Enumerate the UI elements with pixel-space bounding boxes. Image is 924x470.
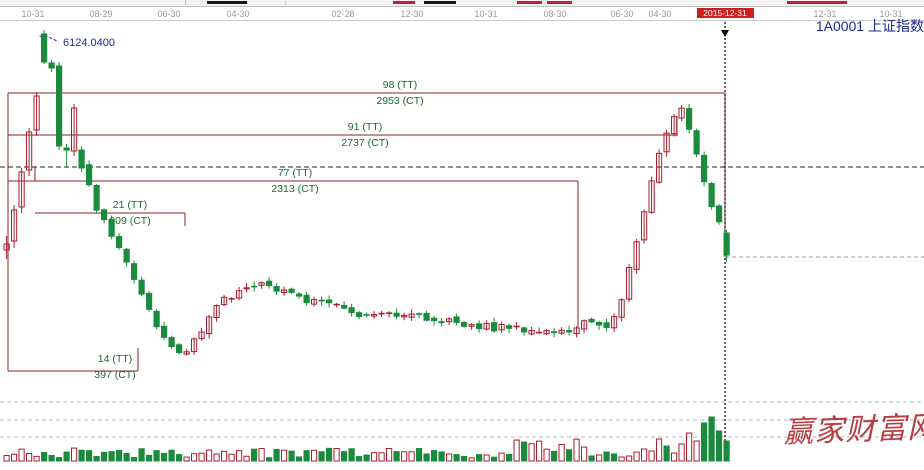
svg-text:91 (TT): 91 (TT) <box>348 121 382 133</box>
svg-text:2015-12-31: 2015-12-31 <box>703 8 747 18</box>
svg-text:1A0001 上证指数: 1A0001 上证指数 <box>816 18 924 34</box>
svg-text:10-31: 10-31 <box>474 9 497 19</box>
svg-text:14 (TT): 14 (TT) <box>98 353 132 365</box>
svg-text:2313 (CT): 2313 (CT) <box>271 183 318 195</box>
svg-text:397 (CT): 397 (CT) <box>94 369 135 381</box>
svg-text:12-30: 12-30 <box>400 9 423 19</box>
svg-text:2953 (CT): 2953 (CT) <box>376 95 423 107</box>
svg-text:21 (TT): 21 (TT) <box>113 199 147 211</box>
svg-text:08-29: 08-29 <box>89 9 112 19</box>
svg-text:06-30: 06-30 <box>157 9 180 19</box>
svg-text:02-28: 02-28 <box>331 9 354 19</box>
svg-text:98 (TT): 98 (TT) <box>383 79 417 91</box>
svg-text:609 (CT): 609 (CT) <box>109 215 150 227</box>
svg-text:6124.0400: 6124.0400 <box>63 37 115 49</box>
svg-text:77 (TT): 77 (TT) <box>278 167 312 179</box>
svg-text:06-30: 06-30 <box>610 9 633 19</box>
svg-text:08-30: 08-30 <box>543 9 566 19</box>
svg-text:04-30: 04-30 <box>226 9 249 19</box>
svg-text:10-31: 10-31 <box>21 9 44 19</box>
svg-text:04-30: 04-30 <box>648 9 671 19</box>
svg-text:赢家财富网: 赢家财富网 <box>783 411 924 449</box>
svg-text:2737 (CT): 2737 (CT) <box>341 137 388 149</box>
